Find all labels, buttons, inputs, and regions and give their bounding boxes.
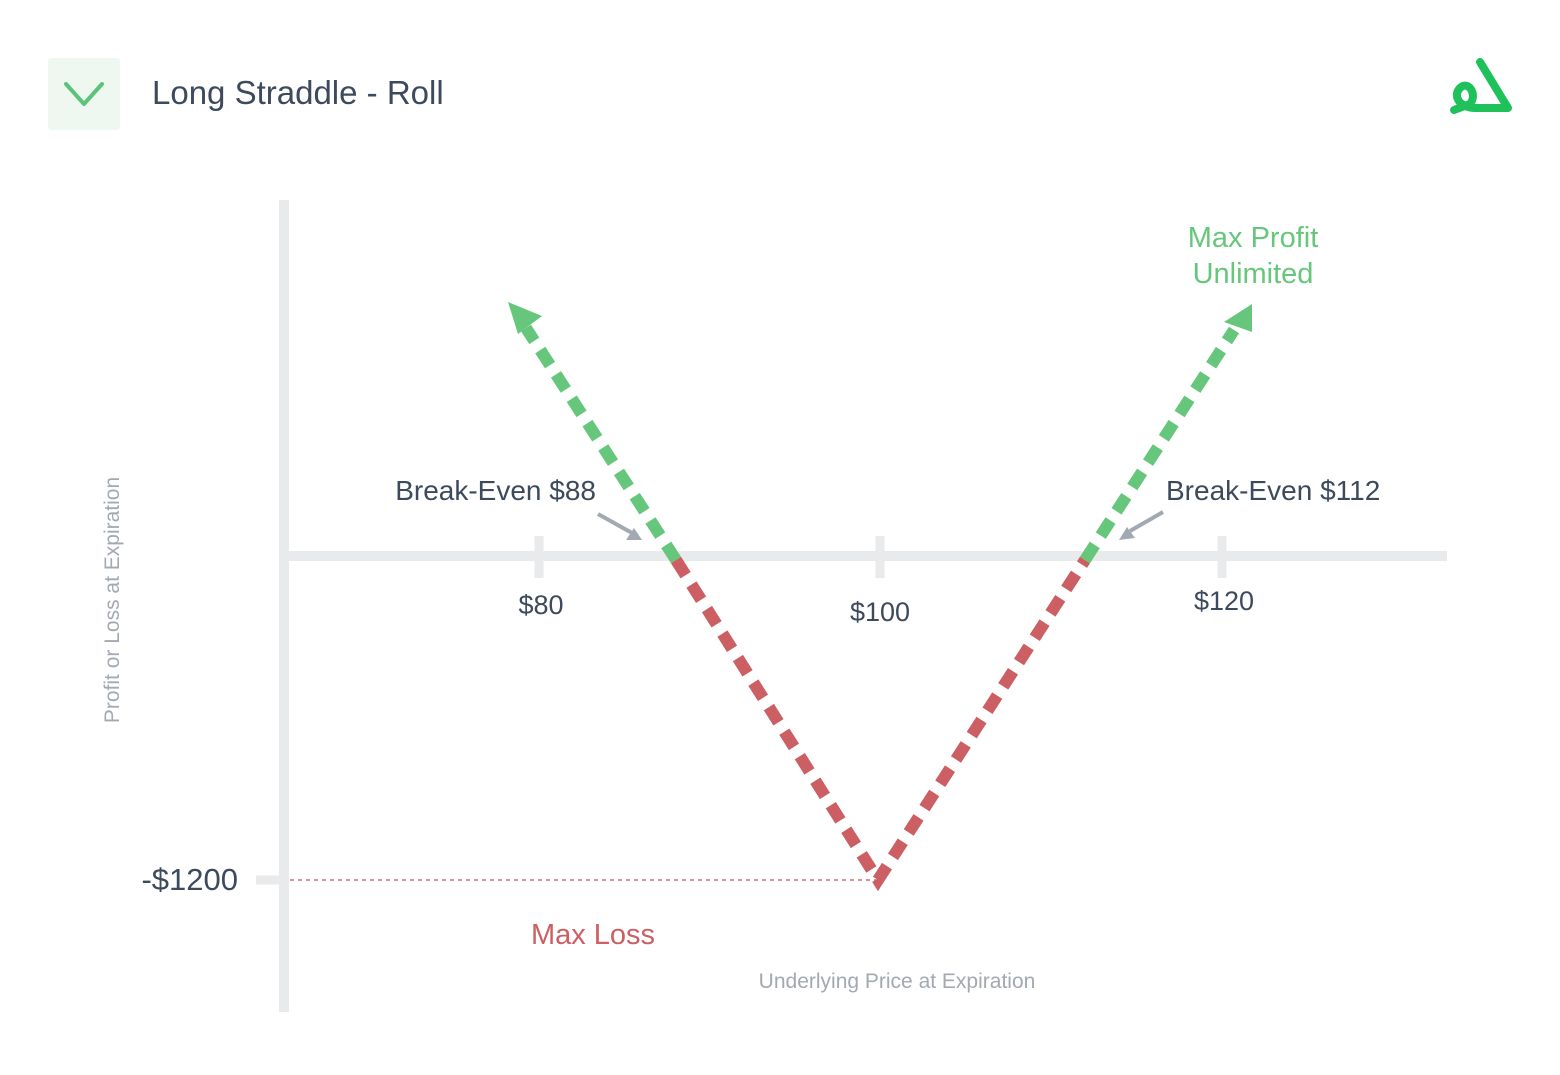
page-title: Long Straddle - Roll — [152, 74, 444, 111]
payoff-line — [520, 324, 1240, 892]
y-axis-label: Profit or Loss at Expiration — [101, 477, 124, 723]
max-profit-label: Unlimited — [1193, 258, 1314, 290]
break-even-label: Break-Even $112 — [1166, 475, 1380, 506]
pointer-arrows — [597, 510, 1164, 540]
collapse-button[interactable] — [48, 58, 120, 130]
x-tick-label: $100 — [850, 597, 910, 627]
x-tick-label: $120 — [1194, 586, 1254, 616]
max-profit-label: Max Profit — [1188, 222, 1319, 254]
x-tick-label: $80 — [518, 590, 563, 620]
tick-marks — [256, 536, 1227, 885]
x-axis-label: Underlying Price at Expiration — [759, 970, 1036, 993]
arrowhead — [1224, 304, 1252, 332]
arrowhead — [508, 302, 542, 334]
max-loss-label: Max Loss — [531, 919, 655, 951]
chevron-icon — [64, 82, 104, 106]
logo — [1450, 58, 1512, 114]
y-tick-label: -$1200 — [141, 862, 238, 897]
break-even-label: Break-Even $88 — [395, 475, 596, 506]
